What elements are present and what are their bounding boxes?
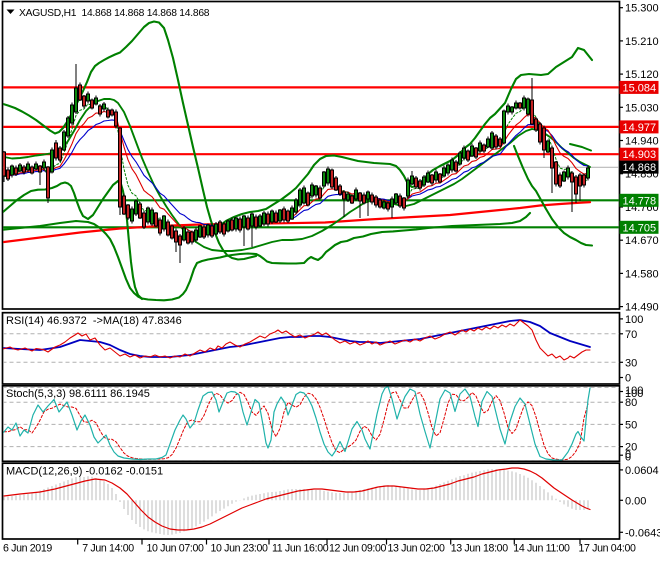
svg-text:12 Jun 09:00: 12 Jun 09:00: [329, 543, 387, 555]
svg-text:6 Jun 2019: 6 Jun 2019: [3, 543, 52, 555]
svg-text:14.940: 14.940: [625, 136, 659, 148]
svg-text:15.084: 15.084: [623, 82, 657, 94]
svg-text:80: 80: [625, 397, 637, 409]
svg-text:0: 0: [625, 373, 631, 385]
svg-text:17 Jun 04:00: 17 Jun 04:00: [579, 543, 637, 555]
svg-text:14.778: 14.778: [623, 195, 657, 207]
svg-text:13 Jun 02:00: 13 Jun 02:00: [388, 543, 446, 555]
svg-text:14.868: 14.868: [623, 162, 657, 174]
svg-text:15.210: 15.210: [625, 36, 659, 48]
svg-text:14.670: 14.670: [625, 235, 659, 247]
svg-text:10 Jun 07:00: 10 Jun 07:00: [147, 543, 205, 555]
svg-text:0: 0: [625, 452, 631, 464]
svg-text:30: 30: [625, 357, 637, 369]
svg-text:14.903: 14.903: [623, 149, 657, 161]
svg-text:100: 100: [625, 388, 643, 400]
svg-text:100: 100: [625, 385, 643, 397]
svg-text:15.030: 15.030: [625, 102, 659, 114]
svg-text:14 Jun 11:00: 14 Jun 11:00: [513, 543, 570, 555]
svg-text:0: 0: [625, 449, 631, 461]
svg-text:-0.0643: -0.0643: [625, 527, 660, 539]
svg-text:0.00: 0.00: [625, 495, 646, 507]
svg-text:RSI(14) 46.9372 ->MA(18) 47.8: RSI(14) 46.9372 ->MA(18) 47.8346: [6, 315, 182, 327]
svg-text:XAGUSD,H1 14.868 14.868 14.86: XAGUSD,H1 14.868 14.868 14.868 14.868: [19, 8, 210, 19]
svg-text:14.490: 14.490: [625, 302, 659, 314]
svg-text:13 Jun 18:00: 13 Jun 18:00: [451, 543, 509, 555]
svg-text:Stoch(5,3,3) 98.6111 86.1945: Stoch(5,3,3) 98.6111 86.1945: [6, 388, 150, 400]
svg-text:14.580: 14.580: [625, 268, 659, 280]
svg-text:15.300: 15.300: [625, 3, 659, 15]
svg-text:50: 50: [625, 419, 637, 431]
svg-text:100: 100: [625, 314, 643, 326]
svg-text:MACD(12,26,9) -0.0162 -0.0151: MACD(12,26,9) -0.0162 -0.0151: [6, 466, 163, 478]
svg-text:11 Jun 16:00: 11 Jun 16:00: [272, 543, 329, 555]
svg-text:0.0604: 0.0604: [625, 465, 659, 477]
svg-text:14.705: 14.705: [623, 222, 657, 234]
svg-text:20: 20: [625, 442, 637, 454]
svg-text:10 Jun 23:00: 10 Jun 23:00: [211, 543, 269, 555]
svg-text:7 Jun 14:00: 7 Jun 14:00: [82, 543, 134, 555]
svg-text:15.120: 15.120: [625, 69, 659, 81]
svg-text:70: 70: [625, 329, 637, 341]
svg-text:14.977: 14.977: [623, 122, 657, 134]
